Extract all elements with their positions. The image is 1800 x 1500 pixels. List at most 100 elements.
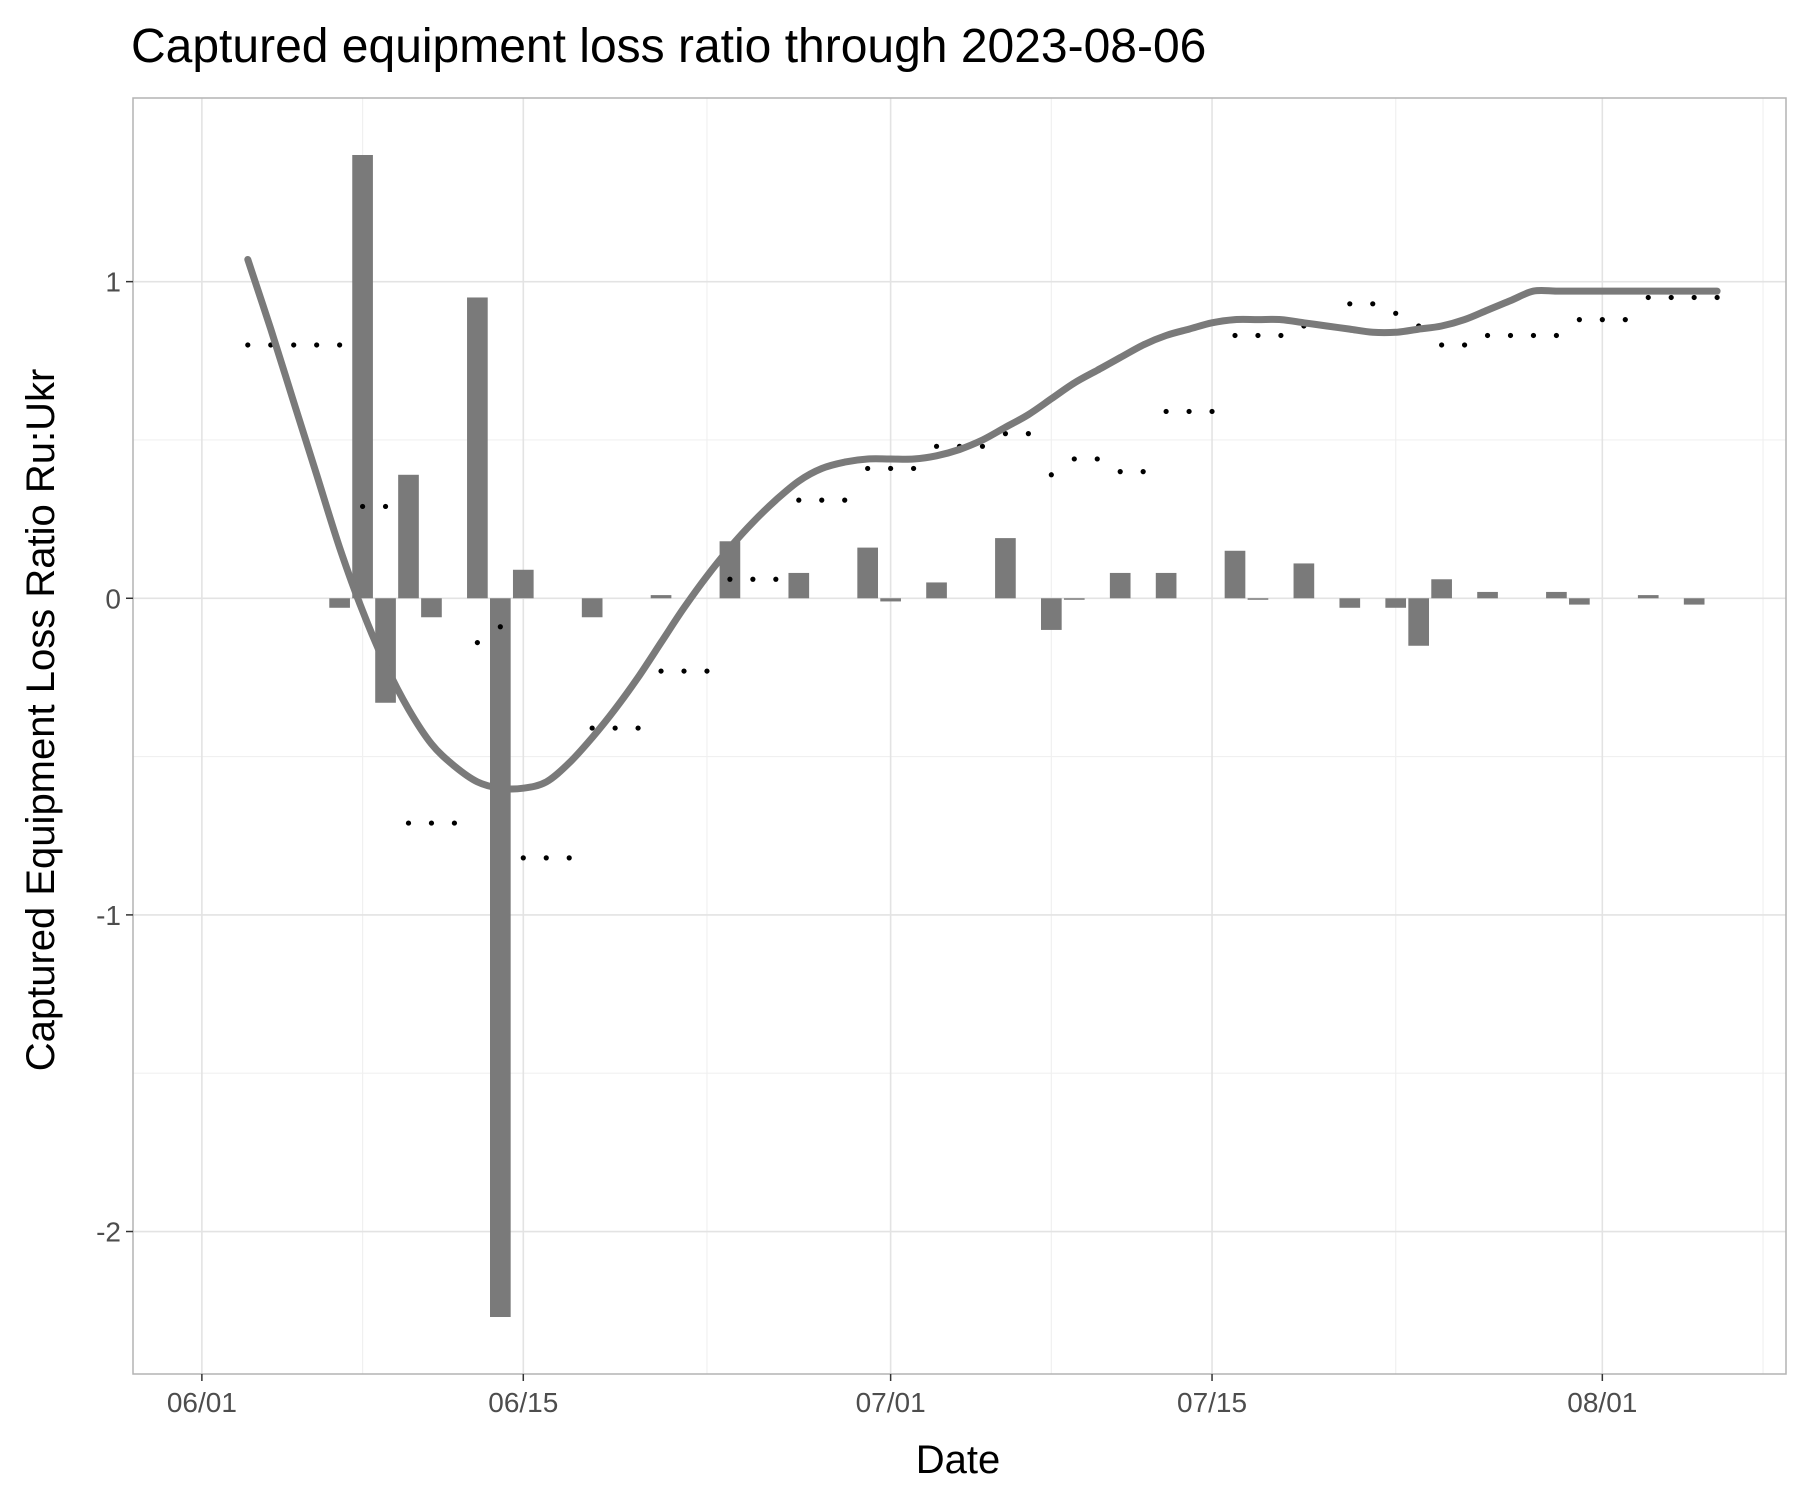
- bar: [1041, 598, 1062, 630]
- bar: [788, 572, 810, 599]
- data-point: [474, 639, 480, 646]
- bar: [581, 598, 603, 618]
- bar: [1155, 572, 1177, 599]
- x-axis-title: Date: [916, 1438, 1001, 1482]
- data-point: [842, 497, 848, 503]
- data-point: [635, 725, 641, 731]
- data-point: [1186, 408, 1192, 415]
- y-tick-label: -1: [96, 900, 121, 931]
- data-point: [314, 342, 320, 348]
- y-tick-label: 1: [105, 267, 121, 298]
- x-tick-label: 07/01: [856, 1387, 926, 1418]
- bar: [1247, 598, 1269, 600]
- data-point: [1461, 342, 1468, 348]
- data-point: [1117, 469, 1123, 475]
- bar: [1637, 595, 1659, 599]
- y-tick-label: -2: [96, 1217, 121, 1248]
- x-tick-label: 08/01: [1567, 1387, 1637, 1418]
- data-point: [1393, 310, 1399, 316]
- y-axis-title: Captured Equipment Loss Ratio Ru:Ukr: [19, 369, 63, 1072]
- data-point: [681, 668, 687, 674]
- data-point: [1576, 317, 1582, 323]
- bar: [398, 474, 419, 599]
- data-point: [750, 576, 756, 582]
- data-point: [865, 465, 871, 472]
- data-point: [405, 820, 412, 826]
- axis-ticks: 1 0 -1 -2 06/01 06/15 07/01 07/15 08/01: [96, 267, 1637, 1418]
- data-point: [1622, 317, 1628, 323]
- bar: [1569, 598, 1590, 605]
- data-point: [1025, 431, 1031, 437]
- bar: [1224, 550, 1246, 599]
- data-point: [589, 725, 595, 731]
- data-point: [1507, 332, 1514, 339]
- bar: [512, 569, 534, 599]
- bar: [1063, 598, 1085, 600]
- bar: [1546, 591, 1567, 599]
- data-point: [359, 503, 366, 510]
- grid: [133, 98, 1786, 1374]
- bar: [421, 598, 442, 618]
- data-point: [658, 668, 664, 674]
- data-point: [1071, 456, 1077, 462]
- data-point: [819, 497, 825, 503]
- data-point: [1530, 332, 1537, 339]
- data-point: [337, 342, 343, 348]
- bar: [880, 598, 901, 602]
- data-point: [566, 855, 572, 861]
- x-tick-label: 07/15: [1177, 1387, 1247, 1418]
- bar: [329, 598, 350, 608]
- bar: [352, 154, 373, 599]
- data-point: [773, 576, 779, 582]
- data-point: [1094, 456, 1100, 462]
- data-point: [704, 668, 710, 674]
- data-point: [1232, 332, 1238, 339]
- bar: [650, 595, 672, 599]
- data-point: [1668, 294, 1674, 301]
- data-point: [1599, 317, 1605, 323]
- bar: [1385, 598, 1407, 608]
- data-point: [1209, 408, 1215, 415]
- y-tick-label: 0: [105, 583, 121, 614]
- data-point: [612, 725, 618, 731]
- bar: [1339, 598, 1361, 608]
- bar: [1477, 591, 1498, 599]
- data-point: [543, 855, 549, 861]
- bar: [1408, 598, 1429, 646]
- data-point: [796, 497, 802, 503]
- data-point: [428, 820, 435, 826]
- data-point: [1645, 294, 1651, 301]
- data-point: [382, 503, 389, 510]
- data-point: [933, 443, 940, 449]
- data-point: [1691, 294, 1697, 301]
- bar: [1293, 563, 1315, 599]
- data-point: [1163, 408, 1169, 415]
- data-point: [1714, 294, 1720, 301]
- chart-title: Captured equipment loss ratio through 20…: [131, 20, 1206, 73]
- data-point: [1484, 332, 1491, 339]
- data-point: [245, 342, 251, 348]
- bar: [1109, 572, 1131, 599]
- data-point: [291, 342, 297, 348]
- data-point: [1140, 469, 1146, 475]
- bar: [490, 598, 511, 1318]
- data-point: [1553, 332, 1560, 339]
- bar: [857, 547, 878, 599]
- data-point: [1255, 332, 1261, 339]
- data-point: [979, 443, 986, 449]
- bar: [1431, 579, 1452, 599]
- bar: [467, 297, 488, 599]
- x-tick-label: 06/01: [167, 1387, 237, 1418]
- bar: [926, 582, 947, 599]
- data-point: [910, 465, 917, 472]
- bar: [995, 538, 1016, 599]
- smooth-trend-line: [244, 256, 1721, 793]
- bar: [1683, 598, 1705, 605]
- panel-border: [132, 97, 1787, 1375]
- x-tick-label: 06/15: [488, 1387, 558, 1418]
- data-point: [1048, 472, 1054, 478]
- smooth-series: [244, 256, 1721, 793]
- data-point: [1439, 342, 1445, 348]
